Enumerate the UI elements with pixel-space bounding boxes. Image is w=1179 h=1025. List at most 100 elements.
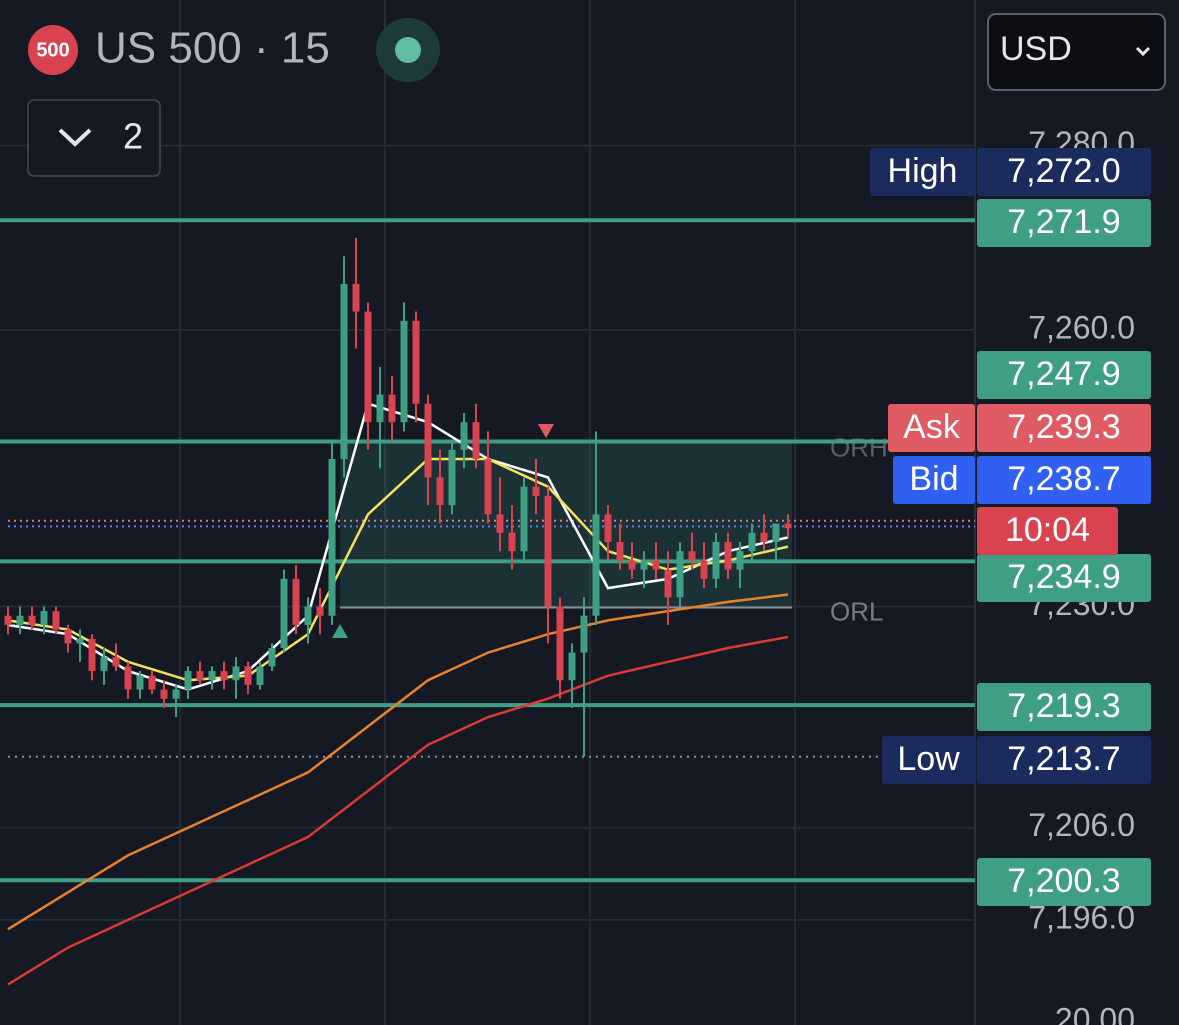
y-tick-label: 7,260.0: [1028, 309, 1135, 345]
badge: [28, 25, 78, 75]
candle-body: [484, 459, 492, 515]
candle-body: [340, 283, 348, 460]
countdown-box: [977, 507, 1118, 555]
candle-body: [52, 611, 60, 630]
candle-body: [676, 551, 684, 598]
orl-label: ORL: [830, 596, 883, 626]
candle-body: [184, 671, 192, 690]
candle-body: [784, 523, 792, 529]
candle-body: [148, 675, 156, 690]
candle-body: [652, 560, 660, 570]
low-label: 7,213.7: [1007, 740, 1120, 778]
price-line-label: 7,219.3: [1007, 687, 1120, 725]
price-line-label-box: [977, 554, 1151, 602]
candle-body: [688, 551, 696, 561]
ask-label: 7,239.3: [1007, 408, 1120, 446]
candle-body: [124, 666, 132, 690]
candle-body: [256, 666, 264, 685]
moving-average: [7, 635, 789, 986]
candle-body: [532, 486, 540, 496]
sell-signal: [538, 424, 554, 438]
bid-label: 7,238.7: [1007, 460, 1120, 498]
candle-body: [496, 514, 504, 533]
candle-body: [664, 569, 672, 598]
candle-body: [568, 652, 576, 681]
candle-body: [268, 647, 276, 667]
candle-body: [364, 311, 372, 423]
orh-label: ORH: [830, 432, 888, 462]
candle-body: [304, 606, 312, 625]
candle-body: [16, 615, 24, 625]
button-box[interactable]: [27, 99, 161, 177]
candle-body: [724, 541, 732, 570]
low-name-box: [882, 736, 975, 784]
candle-body: [88, 638, 96, 672]
candle-body: [604, 514, 612, 542]
candle-body: [412, 320, 420, 404]
candle-body: [4, 615, 12, 625]
candle-body: [436, 477, 444, 506]
candle-body: [772, 523, 780, 542]
candle-body: [400, 320, 408, 423]
candle-body: [280, 578, 288, 648]
opening-range-box: [340, 441, 792, 608]
price-line-label-box: [977, 858, 1151, 906]
plot: ORH ORL: [0, 218, 975, 986]
candle-body: [136, 675, 144, 690]
candle-body: [388, 394, 396, 423]
grid: [0, 0, 976, 1025]
y-tick-label: 7,206.0: [1028, 807, 1135, 843]
candle-body: [700, 560, 708, 579]
candle-body: [460, 422, 468, 450]
candle-body: [208, 671, 216, 681]
ask-label-box: [977, 404, 1151, 452]
countdown: 10:04: [1005, 511, 1090, 549]
chevron: [1135, 46, 1151, 57]
high-name: High: [888, 152, 958, 190]
ask-name-box: [888, 404, 975, 452]
select-box[interactable]: [987, 13, 1166, 91]
symbol: US 500 · 15: [95, 24, 330, 73]
candle-body: [736, 551, 744, 570]
candle-body: [616, 541, 624, 561]
low-name: Low: [897, 740, 960, 778]
bid-name: Bid: [909, 460, 958, 498]
chevron: [58, 128, 92, 147]
collapse-button[interactable]: 2: [27, 99, 161, 177]
candle-body: [520, 486, 528, 552]
high-label-box: [977, 148, 1151, 196]
candle-body: [748, 532, 756, 552]
candle-body: [220, 671, 228, 681]
low-label-box: [977, 736, 1151, 784]
button-count[interactable]: 2: [123, 116, 143, 157]
indicator-tick-label: 20.00: [1055, 1001, 1135, 1025]
price-line-label: 7,234.9: [1007, 558, 1120, 596]
candle-body: [640, 560, 648, 570]
price-line-label-box: [977, 351, 1151, 399]
candle-body: [508, 532, 516, 552]
candle-body: [424, 403, 432, 478]
candle-body: [556, 606, 564, 681]
price-line-label-box: [977, 683, 1151, 731]
candle-body: [160, 689, 168, 699]
candle-body: [244, 666, 252, 685]
moving-average: [7, 593, 789, 931]
buy-signal: [332, 624, 348, 638]
candle-body: [472, 422, 480, 460]
price-line-label-box: [977, 199, 1151, 247]
candle-body: [376, 394, 384, 423]
candle-body: [100, 657, 108, 672]
candle-body: [328, 459, 336, 616]
candle-body: [352, 283, 360, 312]
currency-select[interactable]: USD: [987, 13, 1166, 91]
candle-body: [232, 666, 240, 681]
ask-name: Ask: [903, 408, 961, 446]
candle-body: [40, 611, 48, 625]
header: 500 US 500 · 15 USD 2: [27, 13, 1166, 177]
candle-body: [448, 449, 456, 506]
candle-body: [712, 541, 720, 579]
select-text[interactable]: USD: [1000, 30, 1072, 68]
moving-average: [7, 402, 789, 691]
candle-body: [28, 615, 36, 625]
